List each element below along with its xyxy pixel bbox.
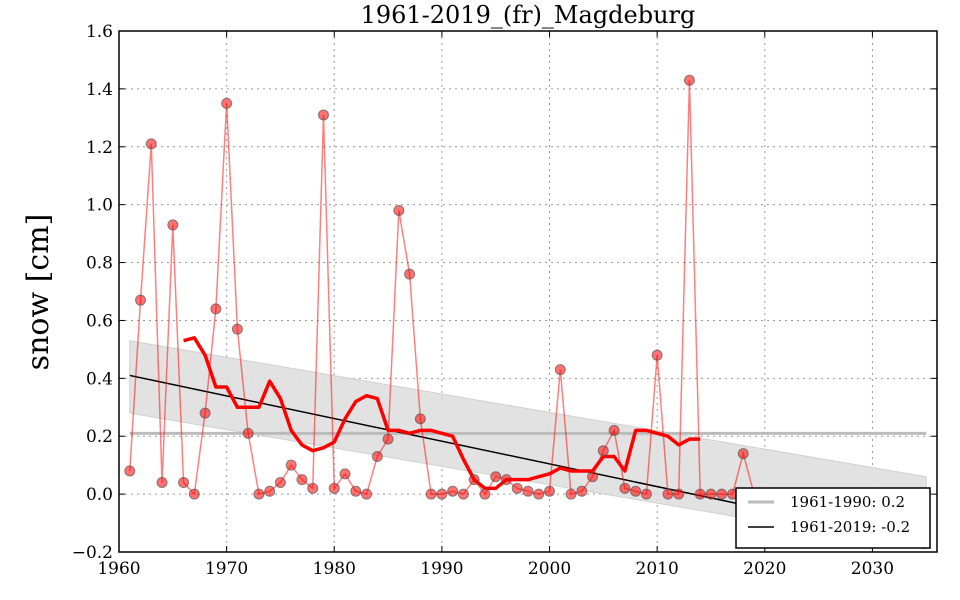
data-point <box>565 488 577 500</box>
data-point <box>587 471 599 483</box>
x-tick-label: 1970 <box>205 559 248 579</box>
data-point <box>737 448 749 460</box>
plot-frame <box>118 30 938 553</box>
y-tick-label: 0.8 <box>86 254 113 274</box>
data-point <box>414 413 426 425</box>
data-point <box>694 488 706 500</box>
data-point <box>393 204 405 216</box>
y-tick-label: −0.2 <box>72 543 113 563</box>
data-point <box>673 488 685 500</box>
data-point <box>447 485 459 497</box>
data-point <box>404 268 416 280</box>
y-tick-label: 1.6 <box>86 22 113 42</box>
data-point <box>199 407 211 419</box>
data-point <box>221 97 233 109</box>
x-tick-label: 2010 <box>636 559 679 579</box>
data-point <box>328 482 340 494</box>
data-point <box>705 488 717 500</box>
axis-ticks: 1960 1970 1980 1990 2000 2010 2020 2030 −0.2 0.0 0… <box>72 22 937 579</box>
data-point <box>296 474 308 486</box>
data-point <box>135 294 147 306</box>
moving-average-line <box>183 336 701 491</box>
data-point <box>533 488 545 500</box>
data-point <box>544 485 556 497</box>
data-point <box>608 424 620 436</box>
data-point <box>178 477 190 489</box>
y-tick-label: 0.0 <box>86 485 113 505</box>
data-point <box>188 488 200 500</box>
data-point <box>522 485 534 497</box>
x-tick-label: 1980 <box>313 559 356 579</box>
x-tick-label: 1990 <box>420 559 463 579</box>
legend-label-baseline: 1961-1990: 0.2 <box>790 493 905 511</box>
data-point <box>318 109 329 121</box>
data-point <box>554 364 566 376</box>
legend-box <box>735 487 931 549</box>
data-point <box>264 485 276 497</box>
x-tick-label: 2030 <box>851 559 894 579</box>
data-point <box>210 303 222 315</box>
data-point <box>145 138 157 150</box>
data-point <box>124 465 136 477</box>
legend-label-trend: 1961-2019: -0.2 <box>790 518 910 536</box>
y-axis-label: snow [cm] <box>21 214 56 371</box>
data-point <box>361 488 373 500</box>
data-point <box>371 450 383 462</box>
data-point <box>619 482 631 494</box>
y-tick-label: 1.2 <box>86 138 113 158</box>
data-point <box>468 474 480 486</box>
data-point <box>576 485 588 497</box>
data-point <box>457 488 469 500</box>
y-tick-label: 0.4 <box>86 369 113 389</box>
chart-title: 1961-2019_(fr)_Magdeburg <box>361 1 696 29</box>
series-layer <box>124 74 927 545</box>
data-point <box>156 477 168 489</box>
data-point <box>274 477 286 489</box>
x-tick-label: 2000 <box>528 559 571 579</box>
data-point <box>500 474 512 486</box>
data-point <box>307 482 319 494</box>
legend: 1961-1990: 0.2 1961-2019: -0.2 <box>735 487 931 549</box>
y-tick-label: 0.2 <box>86 427 113 447</box>
data-point <box>640 488 652 500</box>
data-point <box>253 488 265 500</box>
x-tick-label: 2020 <box>743 559 786 579</box>
x-tick-label: 1960 <box>97 559 140 579</box>
data-point <box>382 433 394 445</box>
data-point <box>167 219 179 231</box>
data-point <box>436 488 448 500</box>
confidence-band-area <box>129 340 927 550</box>
data-point <box>425 488 437 500</box>
confidence-band <box>129 340 927 550</box>
data-point <box>339 468 351 480</box>
data-point <box>490 471 502 483</box>
data-point <box>683 74 695 86</box>
y-tick-label: 1.0 <box>86 196 113 216</box>
data-point <box>231 323 243 335</box>
data-point <box>651 349 663 361</box>
y-tick-label: 1.4 <box>86 80 113 100</box>
data-point <box>716 488 728 500</box>
data-point <box>285 459 297 471</box>
data-point <box>597 445 609 457</box>
data-point <box>350 485 362 497</box>
data-point <box>242 427 254 439</box>
data-point <box>511 482 523 494</box>
data-point <box>630 485 642 497</box>
data-point <box>662 488 674 500</box>
data-point <box>479 488 491 500</box>
y-tick-label: 0.6 <box>86 311 113 331</box>
